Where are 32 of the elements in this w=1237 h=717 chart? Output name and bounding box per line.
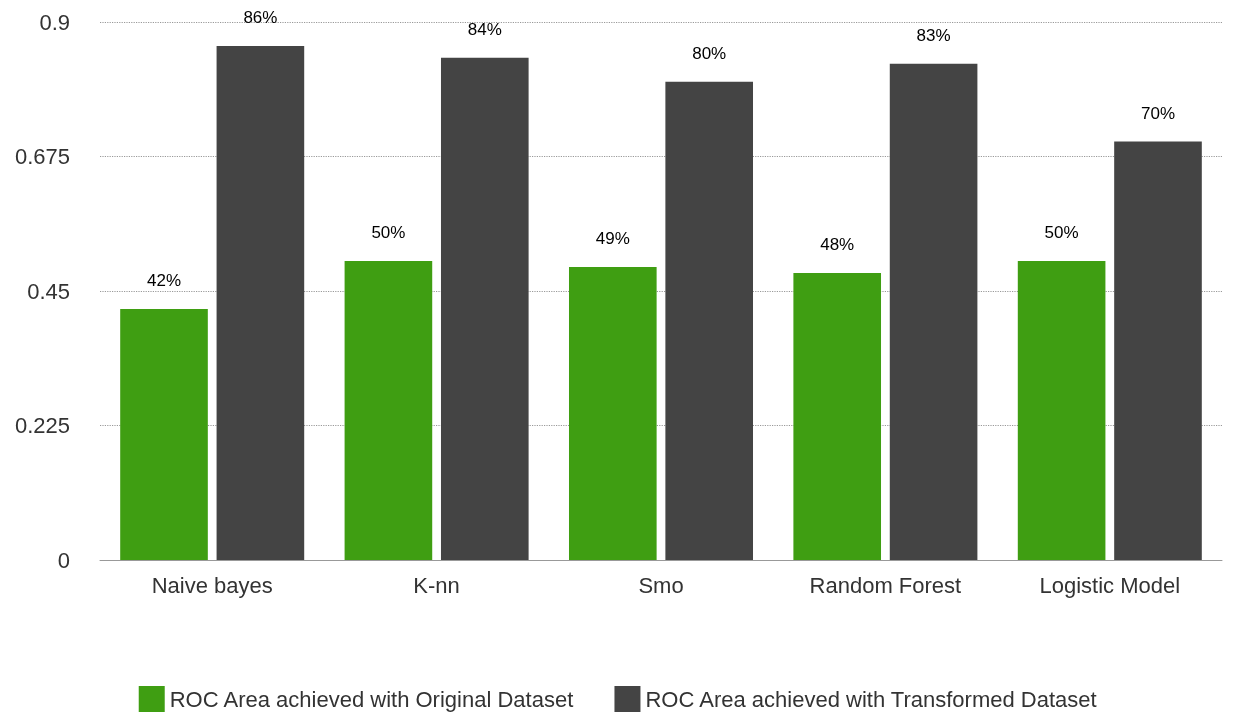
legend-label: ROC Area achieved with Transformed Dataset	[645, 686, 1097, 712]
bar	[889, 63, 978, 560]
y-tick-label: 0.225	[14, 413, 70, 438]
x-tick-label: Naive bayes	[151, 572, 273, 598]
x-tick-label: Smo	[638, 572, 684, 598]
data-label: 50%	[371, 223, 406, 243]
bar	[1114, 141, 1202, 560]
data-label: 70%	[1140, 103, 1176, 123]
x-tick-label: K-nn	[413, 572, 460, 598]
data-label: 86%	[243, 7, 278, 27]
x-tick-label: Logistic Model	[1039, 572, 1181, 598]
bar	[1017, 261, 1106, 560]
bar	[793, 273, 882, 560]
bar	[569, 267, 657, 560]
y-tick-label: 0	[57, 547, 70, 573]
data-label: 48%	[820, 235, 855, 255]
data-label: 80%	[692, 43, 727, 63]
data-label: 49%	[595, 229, 630, 249]
y-tick-label: 0.675	[14, 144, 70, 169]
data-label: 83%	[916, 25, 951, 45]
bar	[665, 81, 753, 560]
data-label: 42%	[146, 270, 182, 290]
legend-label: ROC Area achieved with Original Dataset	[169, 686, 574, 712]
data-label: 84%	[467, 19, 502, 39]
bar	[120, 308, 208, 560]
bar	[216, 45, 305, 560]
bar	[440, 57, 529, 560]
data-label: 50%	[1044, 223, 1079, 243]
bar	[344, 261, 433, 560]
y-tick-label: 0.9	[39, 9, 70, 35]
x-tick-label: Random Forest	[809, 572, 962, 598]
y-tick-label: 0.45	[27, 278, 70, 304]
